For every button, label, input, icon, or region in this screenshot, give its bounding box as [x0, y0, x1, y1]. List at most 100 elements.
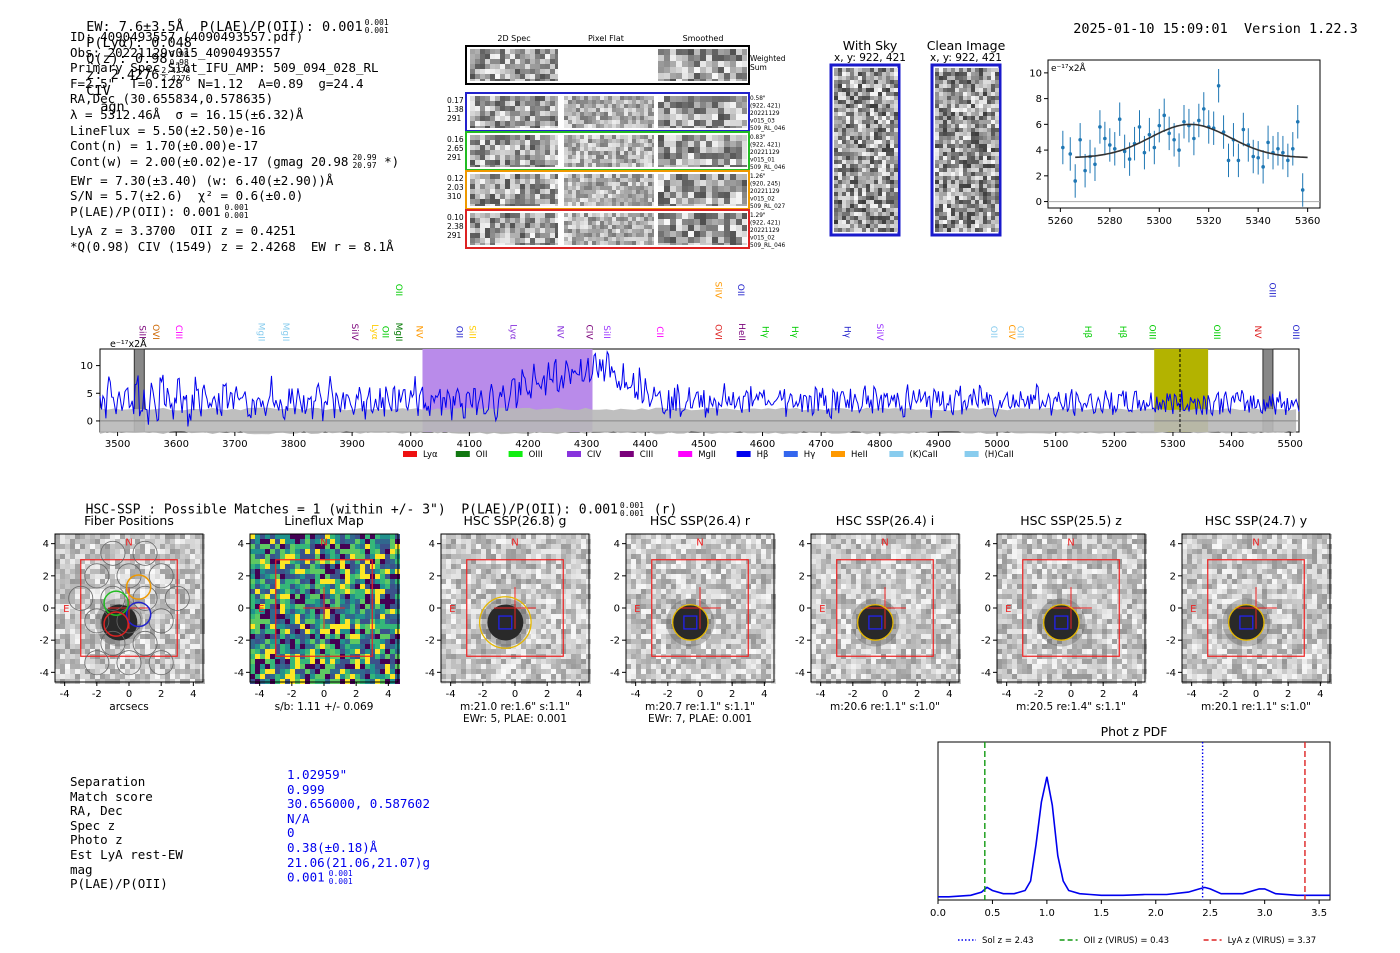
pixel: [475, 179, 480, 184]
pixel: [490, 96, 495, 101]
pixel: [648, 182, 652, 186]
pixel: [310, 569, 315, 574]
pixel: [724, 73, 730, 79]
pixel: [967, 124, 971, 128]
pixel: [866, 136, 870, 140]
pixel: [385, 614, 390, 619]
legend-label: (K)CaII: [909, 450, 937, 460]
pixel: [600, 139, 604, 143]
pixel: [866, 88, 870, 92]
pixel: [730, 231, 736, 237]
pixel: [886, 128, 890, 132]
pixel: [475, 165, 480, 167]
pixel: [955, 180, 959, 184]
pixel: [170, 544, 175, 549]
pixel: [315, 559, 320, 564]
pixel: [652, 135, 654, 139]
pixel: [265, 539, 270, 544]
pixel: [475, 101, 480, 106]
pixel: [624, 217, 628, 221]
pixel: [190, 644, 195, 649]
pixel: [160, 644, 165, 649]
pixel: [724, 126, 730, 128]
pixel: [939, 96, 943, 100]
pixel: [480, 199, 485, 204]
pixel: [882, 92, 886, 96]
pixel: [345, 559, 350, 564]
pixel: [145, 564, 150, 569]
pixel: [105, 634, 110, 639]
pixel: [975, 220, 979, 224]
pixel: [967, 188, 971, 192]
pixel: [90, 574, 95, 579]
pixel: [955, 128, 959, 132]
pixel: [285, 619, 290, 624]
pixel: [260, 599, 265, 604]
pixel: [886, 168, 890, 172]
pixel: [724, 102, 730, 108]
pixel: [640, 221, 644, 225]
pixel: [475, 96, 480, 101]
pixel: [370, 554, 375, 559]
pixel: [842, 180, 846, 184]
pixel: [185, 609, 190, 614]
pixel: [305, 569, 310, 574]
line-label: MgII: [255, 323, 265, 342]
pixel: [886, 192, 890, 196]
pixel: [742, 141, 747, 147]
pixel: [390, 589, 395, 594]
pixel: [65, 639, 70, 644]
pixel: [616, 198, 620, 202]
pixel: [983, 216, 987, 220]
pixel: [834, 156, 838, 160]
pixel: [712, 153, 718, 159]
pixel: [550, 145, 555, 150]
pixel: [500, 101, 505, 106]
pixel: [275, 619, 280, 624]
pixel: [180, 559, 185, 564]
pixel: [834, 68, 838, 72]
pixel: [608, 198, 612, 202]
fiber-row-meta: (922, 421): [750, 143, 780, 149]
pixel: [170, 674, 175, 679]
pixel: [130, 639, 135, 644]
pixel: [135, 574, 140, 579]
pixel: [255, 609, 260, 614]
pixel: [365, 614, 370, 619]
pixel: [285, 589, 290, 594]
pixel: [640, 104, 644, 108]
pixel: [991, 188, 995, 192]
pixel: [340, 579, 345, 584]
pixel: [584, 112, 588, 116]
weighted-label: Sum: [750, 63, 767, 72]
pixel: [959, 132, 963, 136]
pixel: [255, 604, 260, 609]
pixel: [335, 554, 340, 559]
pixel: [652, 151, 654, 155]
pixel: [983, 220, 987, 224]
fiber-row-stat: 0.12: [447, 174, 464, 183]
pixel: [510, 194, 515, 199]
pixel: [991, 108, 995, 112]
pixel: [495, 165, 500, 167]
pixel: [975, 228, 979, 232]
pixel: [140, 609, 145, 614]
pixel: [694, 237, 700, 243]
pixel: [480, 218, 485, 223]
pixel: [600, 237, 604, 241]
pixel: [640, 217, 644, 221]
pixel: [644, 108, 648, 112]
pixel: [971, 196, 975, 200]
pixel: [320, 614, 325, 619]
pixel: [555, 233, 558, 238]
pixel: [260, 604, 265, 609]
pixel: [325, 539, 330, 544]
pixel: [100, 644, 105, 649]
pixel: [862, 160, 866, 164]
pixel: [475, 199, 480, 204]
pixel: [951, 108, 955, 112]
pixel: [882, 128, 886, 132]
pixel: [718, 153, 724, 159]
pixel: [335, 579, 340, 584]
pixel: [592, 233, 596, 237]
